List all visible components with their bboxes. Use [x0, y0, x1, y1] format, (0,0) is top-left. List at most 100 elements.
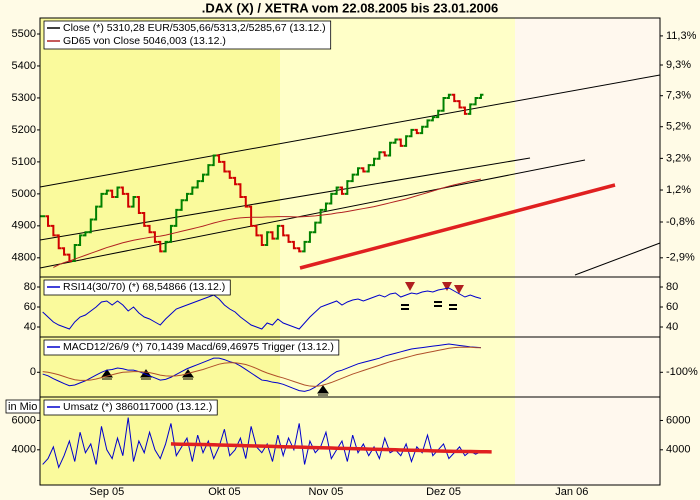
price-bar: [82, 231, 88, 237]
price-bar: [98, 192, 104, 208]
price-bar: [371, 157, 377, 167]
price-bar: [419, 125, 425, 135]
series-line: [170, 442, 492, 454]
price-bar: [205, 164, 211, 176]
price-bar: [104, 189, 110, 195]
trend-line: [39, 157, 531, 241]
y-tick-label: 6000: [12, 414, 36, 426]
price-bar: [115, 186, 120, 199]
y2-tick-label: 80: [666, 281, 678, 293]
price-bar: [435, 109, 441, 119]
price-bar: [248, 205, 254, 227]
price-bar: [189, 186, 195, 195]
price-bar: [296, 247, 302, 253]
price-bar: [131, 196, 137, 208]
price-bar: [403, 135, 409, 147]
price-bar: [216, 154, 222, 163]
series-line: [42, 346, 481, 387]
price-bar: [312, 221, 318, 234]
price-bar: [478, 93, 484, 99]
x-tick-label: Dez 05: [426, 486, 461, 498]
price-bar: [253, 224, 259, 237]
price-bar: [77, 234, 83, 247]
trend-line: [39, 74, 661, 188]
sell-signal: [405, 282, 415, 291]
price-bar: [286, 234, 292, 243]
price-bar: [259, 234, 265, 247]
price-bar: [392, 138, 398, 144]
price-bar: [93, 205, 99, 221]
y-tick-label: 0: [30, 366, 36, 378]
price-bar: [221, 160, 227, 173]
signal-mark: [434, 301, 442, 307]
y-tick-label: 5100: [12, 156, 36, 168]
price-bar: [227, 170, 233, 179]
price-bar: [280, 224, 286, 237]
y-tick-label: 5400: [12, 60, 36, 72]
price-bar: [195, 180, 201, 189]
legend: Close (*) 5310,28 EUR/5305,66/5313,2/528…: [43, 20, 332, 50]
support-line: [299, 183, 616, 270]
y2-tick-label: 5,2%: [666, 121, 691, 133]
price-bar: [179, 199, 185, 211]
trend-line: [574, 242, 661, 276]
y-tick-label: 4800: [12, 252, 36, 264]
price-bar: [467, 103, 473, 115]
price-bar: [291, 240, 297, 250]
price-bar: [430, 116, 436, 122]
price-bar: [382, 151, 388, 157]
price-bar: [425, 119, 430, 128]
y2-tick-label: -2,9%: [666, 252, 695, 264]
y-tick-label: 80: [24, 281, 36, 293]
price-bar: [72, 244, 78, 263]
price-bar: [237, 183, 243, 199]
price-bar: [125, 192, 131, 208]
y2-tick-label: 4000: [666, 444, 690, 456]
price-bar: [141, 212, 147, 227]
period-band: [515, 18, 660, 485]
x-tick-label: Nov 05: [309, 486, 344, 498]
price-bar: [328, 192, 334, 205]
legend-text: MACD12/26/9 (*) 70,1439 Macd/69,46975 Tr…: [63, 341, 334, 353]
price-bar: [184, 192, 190, 202]
price-bar: [88, 218, 94, 234]
buy-signal: [317, 385, 329, 396]
legend-text: GD65 von Close 5046,003 (13.12.): [63, 35, 226, 47]
y-tick-label: 5200: [12, 124, 36, 136]
y2-tick-label: -0,8%: [666, 216, 695, 228]
legend-box: [43, 279, 231, 296]
price-bar: [462, 106, 468, 115]
y-tick-label: 5500: [12, 28, 36, 40]
price-bar: [45, 215, 51, 227]
price-bar: [473, 96, 479, 106]
price-bar: [200, 173, 206, 183]
panel-frame: [39, 396, 661, 486]
price-bar: [157, 240, 163, 253]
price-bar: [109, 189, 115, 199]
price-bar: [451, 93, 457, 103]
price-bar: [302, 240, 308, 253]
price-bar: [270, 231, 275, 240]
price-bar: [307, 231, 313, 243]
price-bar: [398, 138, 404, 147]
price-bar: [318, 208, 324, 224]
rsi-signals: [401, 282, 464, 310]
series-line: [53, 178, 482, 268]
legend: RSI14(30/70) (*) 68,54866 (13.12.): [43, 279, 231, 296]
legend-box: [43, 20, 332, 50]
signal-marks: [401, 301, 457, 310]
y2-tick-label: 6000: [666, 414, 690, 426]
legend-box: [43, 339, 340, 356]
price-bar: [334, 186, 340, 195]
price-bar: [243, 196, 249, 208]
price-bar: [344, 180, 350, 195]
price-bar: [232, 176, 238, 186]
sell-signal: [442, 282, 452, 291]
price-bar: [408, 128, 414, 138]
y2-tick-label: 3,2%: [666, 152, 691, 164]
y2-tick-label: 1,2%: [666, 184, 691, 196]
legend-text: Close (*) 5310,28 EUR/5305,66/5313,2/528…: [63, 22, 326, 34]
y-tick-label: 40: [24, 321, 36, 333]
price-bar: [360, 167, 366, 173]
